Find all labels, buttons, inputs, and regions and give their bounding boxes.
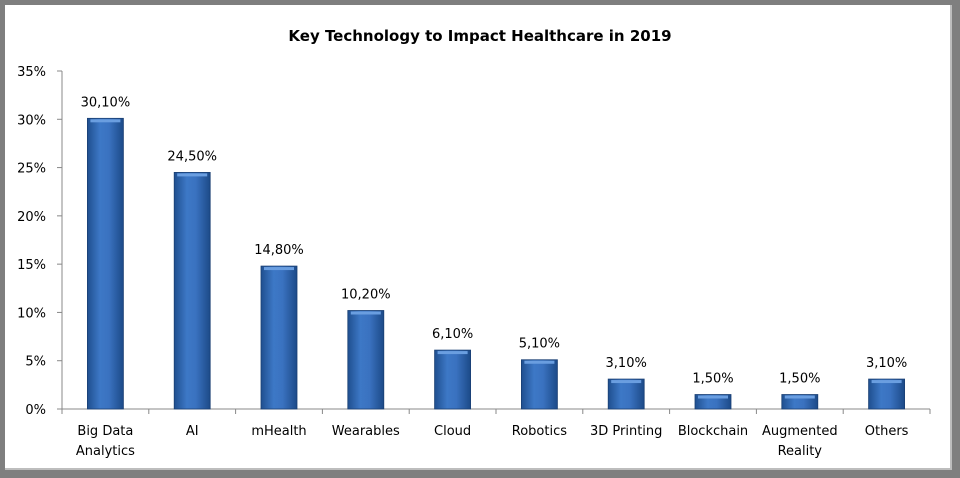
x-category-label: Reality [778, 444, 823, 459]
x-category-label: Analytics [76, 444, 135, 459]
bar [868, 378, 905, 410]
data-label: 14,80% [254, 243, 304, 258]
y-tick-label: 10% [17, 306, 46, 321]
bar [87, 117, 124, 410]
bar-top-highlight [871, 380, 902, 384]
y-tick-label: 5% [25, 355, 46, 370]
y-tick-label: 35% [17, 65, 46, 80]
bar-top-highlight [784, 395, 815, 399]
y-tick-label: 0% [25, 403, 46, 418]
chart-frame [5, 5, 952, 470]
bar [521, 359, 558, 410]
data-label: 10,20% [341, 287, 391, 302]
data-label: 30,10% [81, 95, 131, 110]
x-category-label: Wearables [332, 424, 400, 439]
bar-top-highlight [698, 395, 728, 399]
bar-top-highlight [177, 173, 208, 177]
x-category-label: AI [186, 424, 199, 439]
y-tick-label: 15% [17, 258, 46, 273]
data-label: 1,50% [692, 372, 733, 387]
bar [260, 265, 298, 410]
data-label: 5,10% [519, 337, 560, 352]
bar [434, 349, 472, 410]
y-tick-label: 25% [17, 162, 46, 177]
x-category-label: Blockchain [678, 424, 748, 439]
x-category-label: Cloud [434, 424, 471, 439]
x-category-label: Others [865, 424, 909, 439]
bar-top-highlight [350, 311, 381, 315]
bar-top-highlight [90, 119, 121, 123]
data-label: 3,10% [866, 356, 907, 371]
chart-title: Key Technology to Impact Healthcare in 2… [288, 27, 671, 45]
data-label: 6,10% [432, 327, 473, 342]
bar-top-highlight [524, 360, 555, 364]
x-category-label: Augmented [762, 424, 838, 439]
bar [607, 378, 645, 410]
x-category-label: Robotics [512, 424, 567, 439]
y-tick-label: 30% [17, 113, 46, 128]
data-label: 1,50% [779, 372, 820, 387]
bar [173, 171, 211, 410]
bar-top-highlight [437, 351, 468, 355]
bar-top-highlight [264, 267, 294, 271]
data-label: 24,50% [167, 149, 217, 164]
bar-top-highlight [611, 380, 642, 384]
y-tick-label: 20% [17, 210, 46, 225]
bar [347, 310, 385, 410]
data-label: 3,10% [606, 356, 647, 371]
x-category-label: Big Data [77, 424, 133, 439]
x-category-label: mHealth [251, 424, 306, 439]
x-category-label: 3D Printing [590, 424, 662, 439]
